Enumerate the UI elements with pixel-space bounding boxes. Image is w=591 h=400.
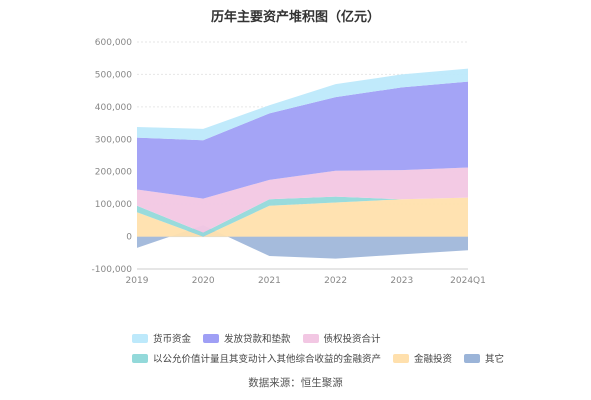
x-tick-label: 2023: [390, 276, 413, 286]
area-series-4: [137, 68, 468, 141]
x-tick-label: 2019: [126, 276, 149, 286]
legend-swatch-other: [464, 353, 481, 363]
legend-label-cash: 货币资金: [153, 334, 192, 345]
legend-swatch-financial-investment: [393, 353, 410, 363]
chart-legend: 货币资金 发放贷款和垫款 债权投资合计 以公允价值计量且其变动计入其他综合收益的…: [132, 330, 572, 370]
x-tick-label: 2021: [258, 276, 281, 286]
legend-label-loans: 发放贷款和垫款: [224, 334, 291, 345]
legend-swatch-fvoci: [132, 353, 148, 363]
legend-item-other[interactable]: 其它: [464, 351, 504, 365]
legend-item-debt-investment[interactable]: 债权投资合计: [302, 331, 381, 345]
y-tick-label: 600,000: [95, 38, 132, 48]
y-tick-label: -100,000: [92, 265, 133, 275]
y-tick-label: 100,000: [95, 200, 132, 210]
x-tick-label: 2022: [324, 276, 347, 286]
chart-title: 历年主要资产堆积图（亿元）: [210, 10, 380, 25]
legend-label-financial-investment: 金融投资: [414, 354, 453, 365]
legend-item-fvoci[interactable]: 以公允价值计量且其变动计入其他综合收益的金融资产: [132, 351, 381, 365]
legend-label-other: 其它: [485, 354, 505, 365]
legend-swatch-cash: [132, 333, 148, 343]
legend-item-loans[interactable]: 发放贷款和垫款: [203, 331, 291, 345]
legend-label-debt-investment: 债权投资合计: [323, 334, 381, 345]
legend-swatch-debt-investment: [302, 333, 319, 343]
legend-swatch-loans: [203, 333, 220, 343]
x-tick-label: 2020: [192, 276, 215, 286]
area-series-1: [137, 196, 468, 237]
legend-item-cash[interactable]: 货币资金: [132, 331, 191, 345]
y-tick-label: 0: [126, 233, 132, 243]
legend-label-fvoci: 以公允价值计量且其变动计入其他综合收益的金融资产: [153, 354, 382, 365]
legend-row-1: 货币资金 发放贷款和垫款 债权投资合计: [132, 330, 572, 346]
legend-item-financial-investment[interactable]: 金融投资: [393, 351, 452, 365]
y-tick-label: 400,000: [95, 103, 132, 113]
area-series-2: [137, 167, 468, 233]
data-source-note: 数据来源：恒生聚源: [248, 377, 343, 389]
area-series-3: [137, 81, 468, 199]
y-tick-label: 300,000: [95, 135, 132, 145]
area-series-0: [137, 197, 468, 237]
y-tick-label: 500,000: [95, 70, 132, 80]
legend-row-2: 以公允价值计量且其变动计入其他综合收益的金融资产 金融投资 其它: [132, 350, 572, 366]
x-tick-label: 2024Q1: [450, 276, 486, 286]
y-tick-label: 200,000: [95, 168, 132, 178]
